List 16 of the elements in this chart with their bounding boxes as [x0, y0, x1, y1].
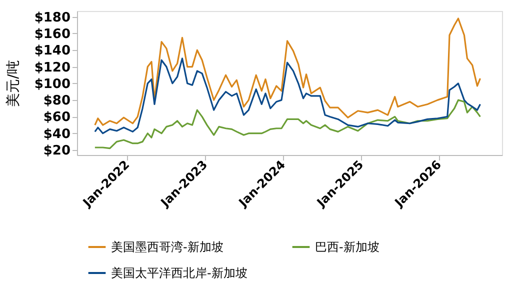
y-tick-label: $100 — [34, 76, 70, 92]
legend-label: 巴西-新加坡 — [315, 240, 380, 254]
y-tick-label: $140 — [34, 44, 70, 59]
y-tick-label: $60 — [43, 110, 70, 126]
legend-label: 美国墨西哥湾-新加坡 — [111, 240, 224, 254]
line-series — [94, 58, 482, 134]
y-tick-label: $160 — [34, 26, 70, 42]
y-tick-label: $20 — [43, 144, 70, 159]
y-tick-label: $80 — [43, 94, 70, 109]
legend-label: 美国太平洋西北岸-新加坡 — [111, 266, 248, 280]
line-series — [94, 18, 482, 126]
y-axis-title: 美元/吨 — [5, 60, 22, 107]
line-series — [94, 99, 482, 150]
y-tick-label: $120 — [34, 60, 70, 76]
y-tick-label: $180 — [34, 10, 70, 26]
y-tick-label: $40 — [43, 126, 70, 142]
